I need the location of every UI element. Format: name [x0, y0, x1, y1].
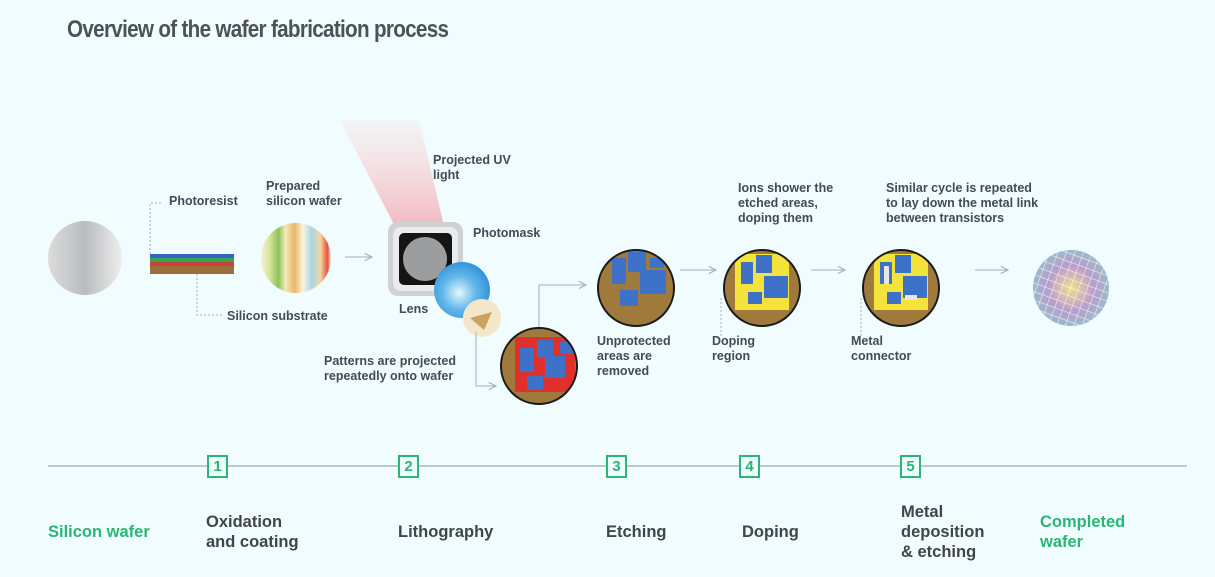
step-number-2: 2	[398, 455, 419, 478]
step-number-3: 3	[606, 455, 627, 478]
label-projected-uv: Projected UV light	[433, 153, 511, 182]
step-name-4: Doping	[742, 523, 799, 541]
step-number-1: 1	[207, 455, 228, 478]
label-metal-connector: Metal connector	[851, 334, 912, 363]
start-label: Silicon wafer	[48, 523, 150, 541]
prepared-wafer	[261, 223, 331, 293]
label-lens: Lens	[399, 302, 429, 316]
metal-wafer	[862, 249, 940, 327]
doping-wafer	[723, 249, 801, 327]
label-cycle-repeated: Similar cycle is repeated to lay down th…	[886, 181, 1039, 225]
silicon-wafer	[48, 221, 122, 295]
label-ions-shower: Ions shower the etched areas, doping the…	[738, 181, 834, 225]
step-name-5: Metal deposition & etching	[901, 503, 985, 561]
label-photoresist: Photoresist	[169, 194, 238, 208]
etching-wafer	[597, 249, 675, 327]
label-patterns-projected: Patterns are projected repeatedly onto w…	[324, 354, 456, 383]
label-photomask: Photomask	[473, 226, 541, 240]
uv-beam	[340, 120, 445, 236]
label-unprotected-removed: Unprotected areas are removed	[597, 334, 671, 378]
end-label: Completed wafer	[1040, 513, 1126, 551]
label-prepared-wafer: Prepared silicon wafer	[266, 179, 342, 208]
completed-wafer	[1033, 250, 1109, 326]
step-name-1: Oxidation and coating	[206, 513, 299, 551]
lithography-wafer	[500, 327, 578, 405]
layer-stack	[150, 254, 234, 274]
page-title: Overview of the wafer fabrication proces…	[67, 16, 449, 43]
label-silicon-substrate: Silicon substrate	[227, 309, 328, 323]
step-name-3: Etching	[606, 523, 667, 541]
step-number-4: 4	[739, 455, 760, 478]
step-number-5: 5	[900, 455, 921, 478]
label-doping-region: Doping region	[712, 334, 756, 363]
step-name-2: Lithography	[398, 523, 494, 541]
